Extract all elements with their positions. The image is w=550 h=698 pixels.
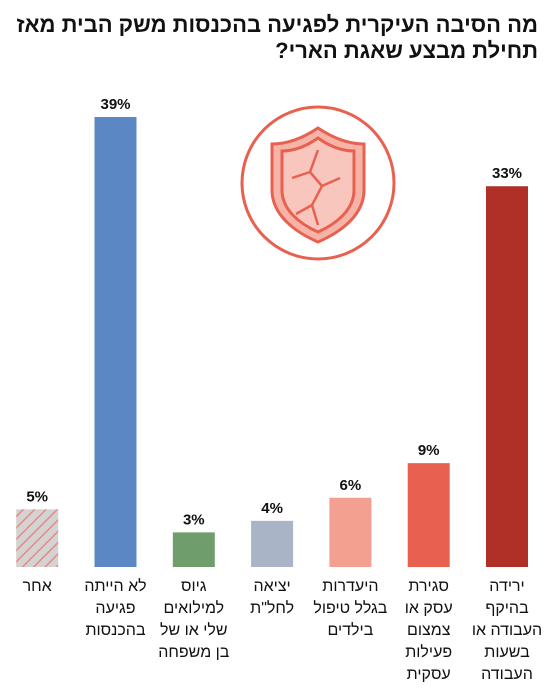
bar <box>486 186 528 567</box>
value-label: 6% <box>340 477 362 494</box>
category-label: היעדרות בגלל טיפול בילדים <box>313 578 388 639</box>
bar <box>172 532 215 567</box>
value-label: 4% <box>261 500 283 517</box>
chart-title: מה הסיבה העיקרית לפגיעה בהכנסות משק הבית… <box>16 12 539 63</box>
category-label: לא הייתה פגיעה בהכנסות <box>84 578 147 639</box>
category-label: אחר <box>22 578 52 595</box>
category-label: סגירת עסק או צמצום פעילות עסקית <box>404 578 453 683</box>
bar <box>16 509 59 567</box>
shield-icon <box>240 105 396 261</box>
bar <box>407 463 450 567</box>
value-label: 39% <box>100 96 130 113</box>
bar <box>94 117 137 567</box>
category-label: יציאה לחל"ת <box>250 578 295 617</box>
value-label: 3% <box>183 511 205 528</box>
value-label: 9% <box>418 442 440 459</box>
bar <box>329 497 372 567</box>
value-label: 33% <box>492 165 522 182</box>
category-label: גיוס למילואים שלי או של בן משפחה <box>158 578 230 661</box>
bar <box>251 520 294 567</box>
value-label: 5% <box>26 488 48 505</box>
category-label: ירידה בהיקף העבודה או בשעות העבודה <box>471 578 543 683</box>
